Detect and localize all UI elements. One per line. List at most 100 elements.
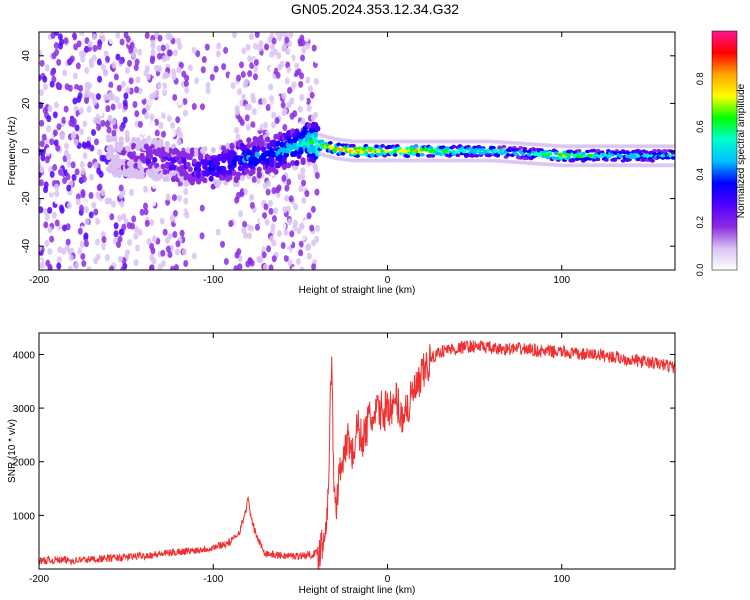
heat-cell xyxy=(112,135,118,142)
heat-cell xyxy=(303,83,309,91)
heat-cell xyxy=(107,91,113,99)
heat-cell xyxy=(187,64,193,72)
heat-cell xyxy=(304,35,310,43)
heat-cell xyxy=(285,248,291,256)
heat-cell xyxy=(210,147,216,154)
heat-cell xyxy=(145,73,151,81)
heat-cell xyxy=(93,73,99,81)
heat-cell xyxy=(505,153,511,157)
heat-cell xyxy=(595,148,601,153)
heat-cell xyxy=(124,129,130,137)
heat-cell xyxy=(279,32,285,37)
heat-cell xyxy=(177,98,183,106)
heat-cell xyxy=(156,44,162,52)
heat-cell xyxy=(578,154,584,159)
heat-cell xyxy=(292,219,298,227)
heat-cell xyxy=(285,162,292,169)
heat-cell xyxy=(96,184,102,192)
heat-cell xyxy=(73,262,79,270)
heat-cell xyxy=(241,93,247,101)
heat-cell xyxy=(67,72,73,80)
heat-cell xyxy=(127,59,133,67)
snr-y-tick-label: 1000 xyxy=(13,511,36,522)
heat-cell xyxy=(162,151,168,158)
heat-cell xyxy=(332,148,337,152)
heat-cell xyxy=(255,177,261,185)
heat-cell xyxy=(136,180,142,188)
heat-cell xyxy=(118,191,124,199)
heat-cell xyxy=(424,147,429,152)
heat-cell xyxy=(102,68,108,76)
snr-plot-area xyxy=(39,333,675,569)
heat-cell xyxy=(296,227,302,235)
heat-cell xyxy=(336,142,342,147)
heat-cell xyxy=(284,194,290,202)
spectrogram-x-tick-label: 100 xyxy=(553,275,570,286)
heat-cell xyxy=(242,81,248,89)
heat-cell xyxy=(52,164,58,172)
heat-cell xyxy=(134,110,140,118)
heat-cell xyxy=(54,219,60,227)
heat-cell xyxy=(157,193,163,201)
spectrogram-x-ticks: -200 -100 0 100 xyxy=(29,32,571,286)
spectrogram-x-tick-label: 0 xyxy=(385,275,391,286)
heat-cell xyxy=(130,51,136,59)
colorbar-gradient xyxy=(711,30,738,271)
heat-cell xyxy=(305,76,311,84)
heat-cell xyxy=(148,265,154,270)
heat-cell xyxy=(40,154,46,162)
heat-cell xyxy=(46,115,52,123)
heat-cell xyxy=(151,257,157,265)
heat-cell xyxy=(74,124,80,132)
heat-cell xyxy=(175,116,181,124)
heat-cell xyxy=(241,242,247,250)
heat-cell xyxy=(235,60,241,68)
heat-cell xyxy=(247,55,253,63)
heat-cell xyxy=(287,218,293,226)
heat-cell xyxy=(251,108,257,116)
heat-cell xyxy=(100,189,106,197)
heat-cell xyxy=(56,256,62,264)
heat-cell xyxy=(47,206,53,214)
heat-cell xyxy=(250,92,256,100)
heat-cell xyxy=(51,211,57,219)
heat-cell xyxy=(264,43,270,51)
heat-cell xyxy=(88,211,94,219)
heat-cell xyxy=(172,231,178,239)
heat-cell xyxy=(48,186,54,194)
spectrogram-y-tick-label: -40 xyxy=(21,239,32,254)
heat-cell xyxy=(247,70,253,78)
heat-cell xyxy=(271,37,277,45)
heat-cell xyxy=(266,245,272,253)
heat-cell xyxy=(246,142,252,149)
heat-cell xyxy=(55,144,61,152)
heat-cell xyxy=(298,208,304,216)
heat-cell xyxy=(168,170,175,177)
heat-cell xyxy=(384,149,390,153)
heat-cell xyxy=(171,73,177,81)
heat-cell xyxy=(514,152,519,157)
heat-cell xyxy=(83,240,89,248)
heat-cell xyxy=(166,115,172,123)
heat-cell xyxy=(227,174,233,181)
heat-cell xyxy=(179,207,185,215)
heat-cell xyxy=(269,235,275,243)
heat-cell xyxy=(100,35,106,43)
heat-cell xyxy=(122,116,128,124)
heat-cell xyxy=(104,254,110,262)
heat-cell xyxy=(295,56,301,64)
heat-cell xyxy=(140,247,146,255)
heat-cell xyxy=(250,168,256,175)
heat-cell xyxy=(147,229,153,237)
snr-series-line xyxy=(39,340,675,569)
spectrogram-y-tick-label: -20 xyxy=(21,191,32,206)
heat-cell xyxy=(125,86,131,94)
heat-cell xyxy=(45,147,51,155)
heat-cell xyxy=(83,232,89,240)
heat-cell xyxy=(296,153,302,160)
heat-cell xyxy=(287,259,293,267)
heat-cell xyxy=(69,107,75,115)
heat-cell xyxy=(146,237,152,245)
heat-cell xyxy=(241,47,247,55)
heat-cell xyxy=(301,196,307,204)
